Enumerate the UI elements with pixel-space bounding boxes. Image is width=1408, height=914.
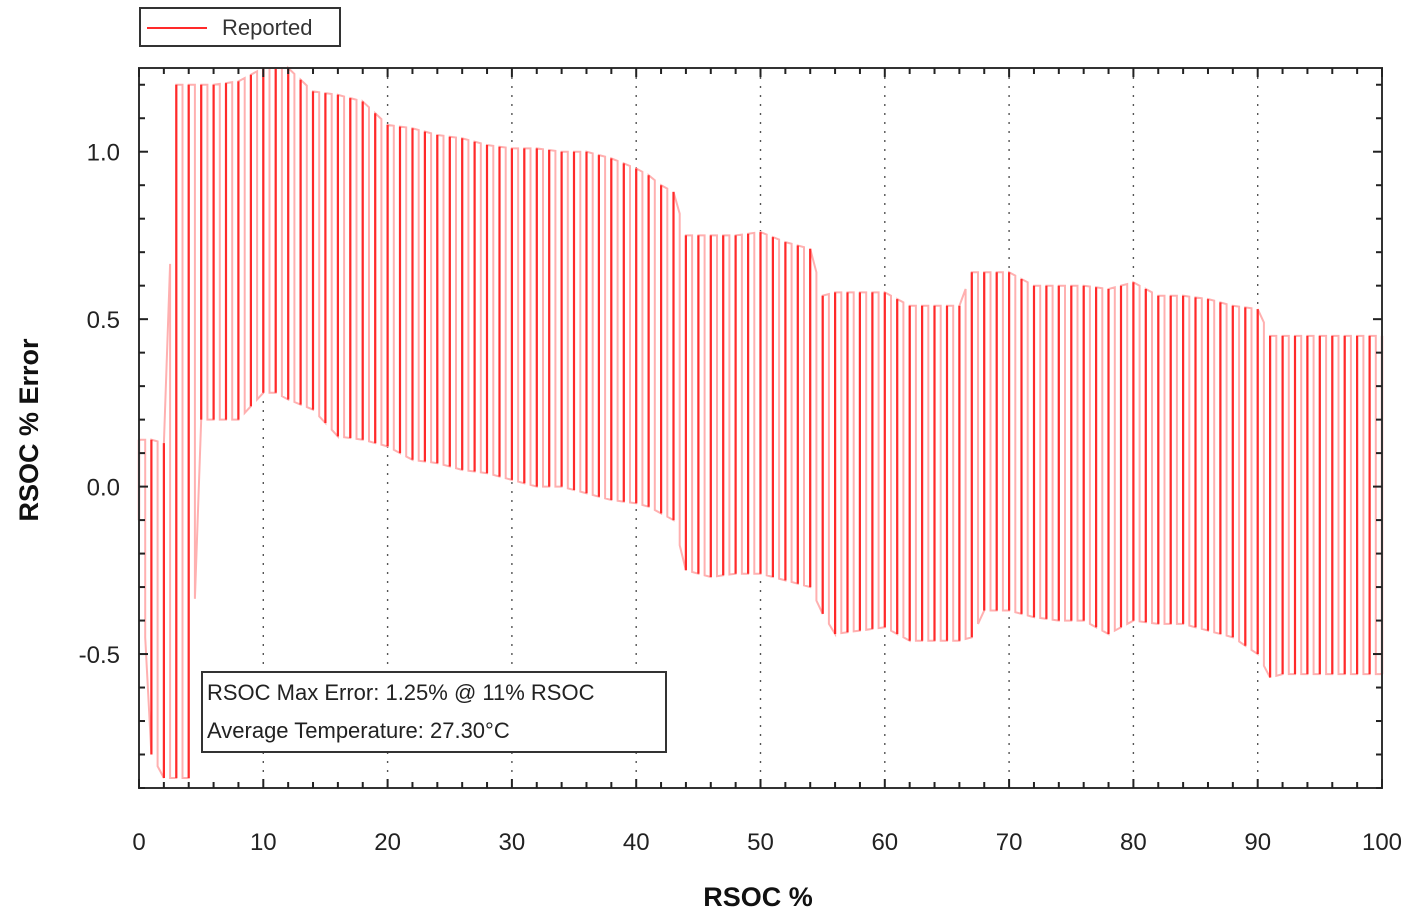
x-tick-label-50: 50 bbox=[747, 829, 774, 856]
x-tick-label-90: 90 bbox=[1244, 829, 1271, 856]
x-tick-label-20: 20 bbox=[374, 829, 401, 856]
legend-label: Reported bbox=[222, 15, 313, 40]
x-tick-label-0: 0 bbox=[132, 829, 145, 856]
y-tick-label-2: 0.5 bbox=[87, 307, 120, 334]
max-error-note: RSOC Max Error: 1.25% @ 11% RSOC bbox=[207, 680, 595, 705]
x-tick-label-100: 100 bbox=[1362, 829, 1402, 856]
y-tick-label-1: 0.0 bbox=[87, 475, 120, 502]
x-tick-label-10: 10 bbox=[250, 829, 277, 856]
x-tick-label-40: 40 bbox=[623, 829, 650, 856]
legend: Reported bbox=[139, 7, 341, 47]
stats-annotation: RSOC Max Error: 1.25% @ 11% RSOC Average… bbox=[201, 671, 667, 753]
x-tick-label-80: 80 bbox=[1120, 829, 1147, 856]
x-tick-label-30: 30 bbox=[499, 829, 526, 856]
axes: 0 10 20 30 40 50 60 70 80 90 100 -0.5 0.0 0.5 1.0 bbox=[79, 67, 1402, 856]
y-tick-label-3: 1.0 bbox=[87, 140, 120, 167]
y-tick-label-0: -0.5 bbox=[79, 642, 120, 669]
x-axis-title: RSOC % bbox=[703, 882, 813, 912]
stats-annotation-box bbox=[201, 671, 667, 753]
y-axis-title: RSOC % Error bbox=[14, 338, 44, 522]
x-tick-label-70: 70 bbox=[996, 829, 1023, 856]
x-tick-label-60: 60 bbox=[871, 829, 898, 856]
avg-temperature-note: Average Temperature: 27.30°C bbox=[207, 718, 510, 743]
